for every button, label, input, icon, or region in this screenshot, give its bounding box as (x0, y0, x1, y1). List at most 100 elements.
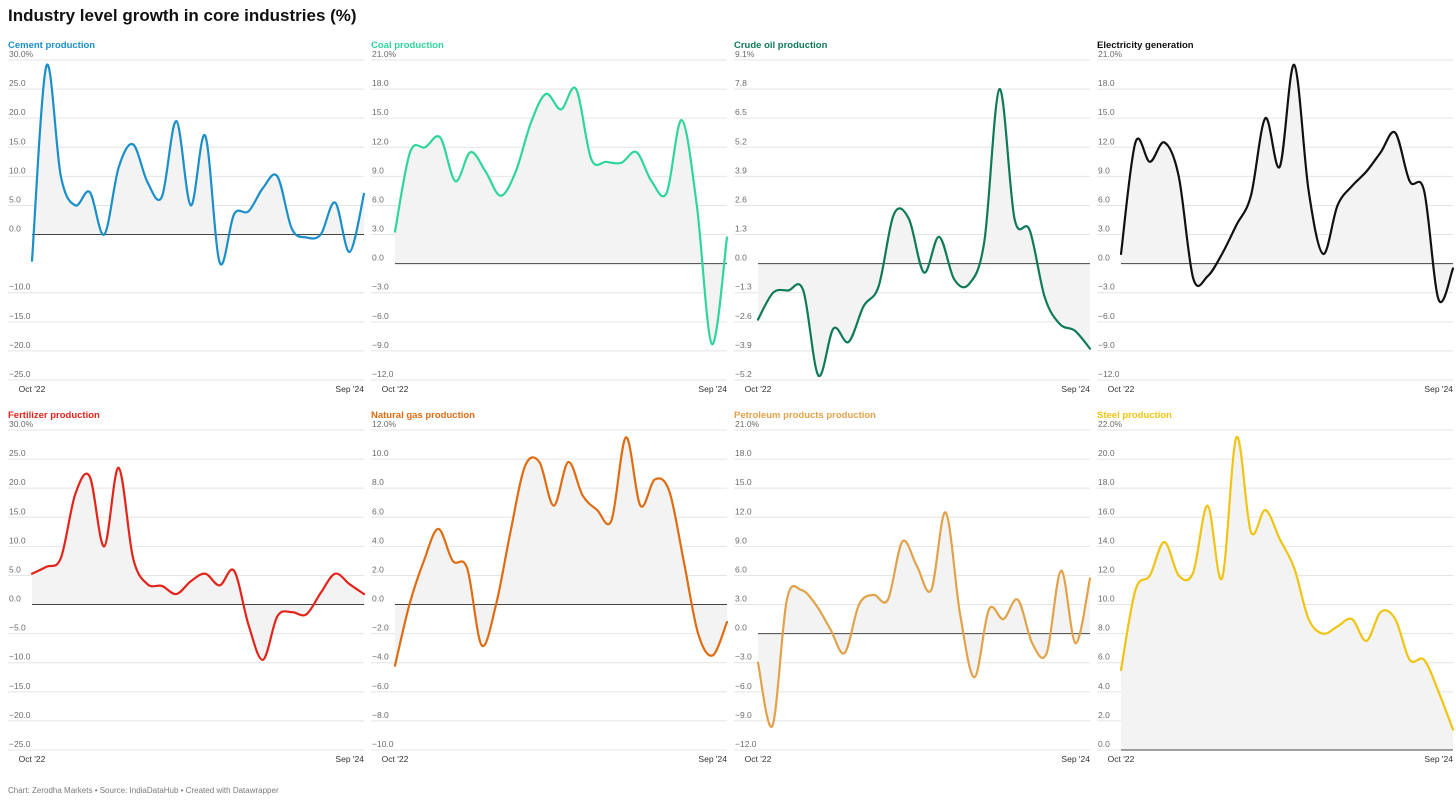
chart-panel: Fertilizer production 30.0% 25.0 20.0 15.0 10… (8, 404, 366, 769)
series-line (30, 63, 366, 266)
panel-title: Cement production (8, 40, 96, 51)
y-tick-label: −10.0 (372, 739, 394, 749)
y-tick-label: 6.0 (372, 194, 384, 204)
y-tick-label: 0.0 (1098, 253, 1110, 263)
y-tick-label: −6.0 (372, 681, 389, 691)
y-tick-label: 5.0 (9, 194, 21, 204)
panel-plot: 12.0% 10.0 8.0 6.0 4.0 2.0 0.0 −2.0 −4.0 −6.0 −8.0… (371, 419, 729, 764)
x-tick-label-end: Sep '24 (1424, 384, 1453, 394)
chart-panel: Electricity generation 21.0% 18.0 15.0 12.0 9… (1097, 34, 1455, 399)
y-tick-label: 18.0 (372, 78, 389, 88)
y-tick-label: −25.0 (9, 739, 31, 749)
x-tick-label-start: Oct '22 (19, 754, 46, 764)
y-tick-label: 18.0 (1098, 78, 1115, 88)
y-tick-label: −9.0 (1098, 340, 1115, 350)
y-tick-label: 0.0 (1098, 739, 1110, 749)
y-tick-label: −15.0 (9, 681, 31, 691)
y-tick-label: −4.0 (372, 652, 389, 662)
x-tick-label-start: Oct '22 (382, 384, 409, 394)
y-tick-label: −20.0 (9, 710, 31, 720)
y-tick-label: −10.0 (9, 282, 31, 292)
x-tick-label-start: Oct '22 (745, 754, 772, 764)
y-tick-label: 12.0 (372, 136, 389, 146)
y-tick-label: −6.0 (372, 311, 389, 321)
series-line (393, 86, 729, 346)
y-tick-label: 2.0 (1098, 710, 1110, 720)
y-tick-label: 8.0 (1098, 623, 1110, 633)
series-line (756, 87, 1092, 377)
series-line (1119, 436, 1455, 731)
panel-plot: 21.0% 18.0 15.0 12.0 9.0 6.0 3.0 0.0 −3.0 −6.0 −9.… (734, 419, 1092, 764)
series-area (395, 437, 727, 666)
y-tick-label: 14.0 (1098, 535, 1115, 545)
series-area (758, 88, 1090, 377)
series-line (30, 466, 366, 661)
y-tick-label: −6.0 (1098, 311, 1115, 321)
panel-plot: 30.0% 25.0 20.0 15.0 10.0 5.0 0.0 −5.0 −10.0 −15.… (8, 419, 366, 764)
y-tick-label: 18.0 (1098, 477, 1115, 487)
y-tick-label: −3.0 (372, 282, 389, 292)
series-area (32, 467, 364, 660)
panel-title: Crude oil production (734, 40, 828, 51)
chart-title: Industry level growth in core industries… (8, 6, 357, 25)
y-tick-label: −10.0 (9, 652, 31, 662)
y-tick-label: −12.0 (1098, 369, 1120, 379)
panel-title: Petroleum products production (734, 410, 876, 421)
y-tick-label: −20.0 (9, 340, 31, 350)
y-tick-label: 5.0 (9, 564, 21, 574)
y-tick-label: −6.0 (735, 681, 752, 691)
y-tick-label: 3.0 (735, 594, 747, 604)
x-tick-label-end: Sep '24 (698, 384, 727, 394)
y-tick-label: −5.0 (9, 623, 26, 633)
chart-footer: Chart: Zerodha Markets • Source: IndiaDa… (8, 786, 279, 795)
y-tick-label: 0.0 (735, 253, 747, 263)
y-tick-label: −9.0 (735, 710, 752, 720)
x-tick-label-end: Sep '24 (335, 384, 364, 394)
y-tick-label: 3.0 (1098, 224, 1110, 234)
y-tick-label: 6.0 (1098, 652, 1110, 662)
series-line (393, 436, 729, 667)
y-tick-label: 15.0 (735, 477, 752, 487)
series-area (1121, 436, 1453, 750)
chart-panel: Natural gas production 12.0% 10.0 8.0 6.0 4.0… (371, 404, 729, 769)
y-tick-label: 16.0 (1098, 506, 1115, 516)
x-tick-label-end: Sep '24 (1061, 754, 1090, 764)
y-tick-label: 15.0 (1098, 107, 1115, 117)
x-tick-label-end: Sep '24 (698, 754, 727, 764)
panel-title: Electricity generation (1097, 40, 1194, 51)
y-tick-label: −2.6 (735, 311, 752, 321)
y-tick-label: 12.0 (1098, 136, 1115, 146)
y-tick-label: 9.0 (735, 535, 747, 545)
y-tick-label: 4.0 (1098, 681, 1110, 691)
small-multiples-grid: Cement production 30.0% 25.0 20.0 15.0 10.0 5.… (0, 34, 1456, 776)
y-tick-label: 30.0% (9, 419, 34, 429)
y-tick-label: 9.0 (372, 165, 384, 175)
panel-title: Natural gas production (371, 410, 475, 421)
panel-title: Steel production (1097, 410, 1172, 421)
panel-plot: 21.0% 18.0 15.0 12.0 9.0 6.0 3.0 0.0 −3.0 −6.0 −9.… (371, 49, 729, 394)
y-tick-label: 10.0 (372, 448, 389, 458)
y-tick-label: −2.0 (372, 623, 389, 633)
y-tick-label: 20.0 (9, 107, 26, 117)
x-tick-label-start: Oct '22 (745, 384, 772, 394)
y-tick-label: 21.0% (372, 49, 397, 59)
y-tick-label: 9.0 (1098, 165, 1110, 175)
y-tick-label: 6.5 (735, 107, 747, 117)
y-tick-label: −1.3 (735, 282, 752, 292)
y-tick-label: 10.0 (9, 535, 26, 545)
panel-plot: 30.0% 25.0 20.0 15.0 10.0 5.0 0.0 −10.0 −15.0 −20… (8, 49, 366, 394)
chart-panel: Steel production 22.0% 20.0 18.0 16.0 14.0 12.… (1097, 404, 1455, 769)
series-area (395, 87, 727, 345)
y-tick-label: 25.0 (9, 448, 26, 458)
x-tick-label-start: Oct '22 (1108, 754, 1135, 764)
x-tick-label-start: Oct '22 (1108, 384, 1135, 394)
y-tick-label: 10.0 (9, 165, 26, 175)
y-tick-label: 2.6 (735, 194, 747, 204)
panel-title: Coal production (371, 40, 444, 51)
y-tick-label: 12.0 (1098, 564, 1115, 574)
x-tick-label-end: Sep '24 (335, 754, 364, 764)
y-tick-label: 20.0 (1098, 448, 1115, 458)
y-tick-label: 3.9 (735, 165, 747, 175)
chart-panel: Crude oil production 9.1% 7.8 6.5 5.2 3.9 2.6 1… (734, 34, 1092, 399)
y-tick-label: −9.0 (372, 340, 389, 350)
